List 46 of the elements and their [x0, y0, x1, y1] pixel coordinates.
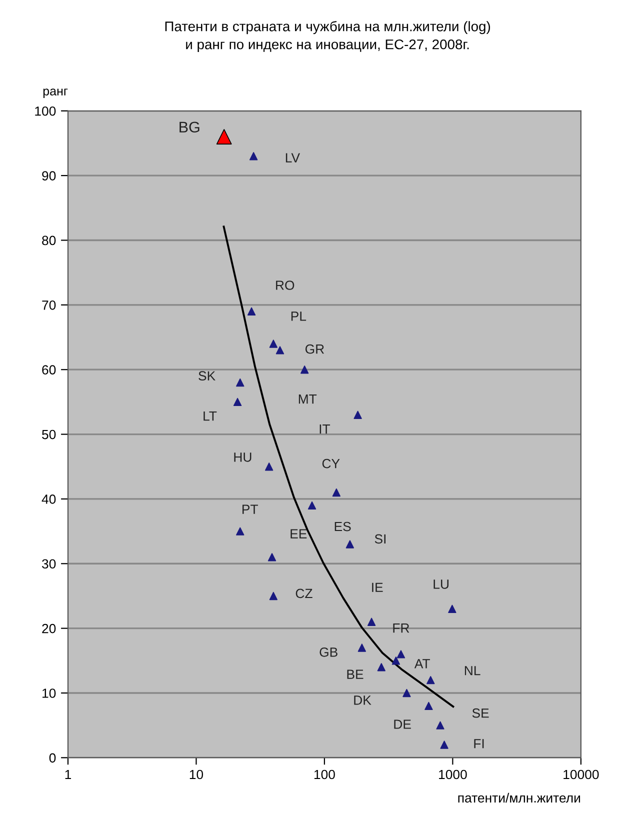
y-tick-label: 20	[42, 624, 56, 634]
annotation: DE	[394, 720, 411, 729]
chart-title: Патенти в страната и чужбина на млн.жители (log) и ранг по индекс на иновации, ЕС-27, 2008г.	[165, 21, 490, 52]
annotation: HU	[234, 452, 252, 462]
annotation: AT	[414, 659, 430, 668]
x-tick-label: 1	[65, 770, 72, 780]
annotation: LV	[286, 153, 300, 162]
y-tick-label: 0	[49, 753, 56, 763]
annotation: SI	[374, 534, 386, 544]
annotation: CZ	[296, 588, 312, 598]
annotation: IE	[372, 582, 383, 592]
annotation: ES	[334, 522, 351, 532]
annotation: BG	[180, 122, 200, 133]
y-axis-title: ранг	[43, 88, 68, 98]
y-tick-label: 60	[42, 365, 56, 375]
y-tick-label: 40	[42, 494, 56, 504]
x-tick-label: 100	[314, 770, 335, 780]
y-tick-label: 50	[42, 430, 56, 440]
y-tick-label: 80	[42, 236, 56, 246]
annotation: MT	[298, 394, 317, 404]
annotation: SE	[472, 708, 489, 718]
annotation: RO	[276, 280, 294, 290]
x-tick-label: 10000	[564, 770, 599, 780]
annotation: PL	[291, 312, 306, 321]
annotation: GB	[320, 647, 338, 657]
annotation: DK	[354, 696, 372, 705]
x-tick-label: 10	[190, 770, 204, 780]
annotation: EE	[290, 529, 307, 538]
y-tick-label: 70	[42, 300, 56, 310]
annotation: BE	[347, 670, 364, 679]
annotation: SK	[198, 371, 216, 381]
annotation: IT	[320, 424, 330, 434]
x-axis-title: патенти/млн.жители	[458, 792, 580, 803]
y-tick-label: 100	[35, 106, 56, 116]
annotation: LT	[204, 412, 217, 421]
y-tick-label: 90	[42, 171, 56, 180]
x-tick-label: 1000	[439, 770, 467, 780]
annotation: CY	[322, 458, 340, 468]
annotation: GR	[305, 344, 324, 354]
annotation: NL	[464, 666, 480, 676]
annotation: FI	[474, 739, 484, 748]
y-tick-label: 30	[42, 559, 56, 569]
y-tick-label: 10	[42, 688, 56, 698]
annotation: FR	[393, 624, 410, 633]
annotation: PT	[242, 504, 258, 514]
annotation: LU	[434, 580, 448, 589]
